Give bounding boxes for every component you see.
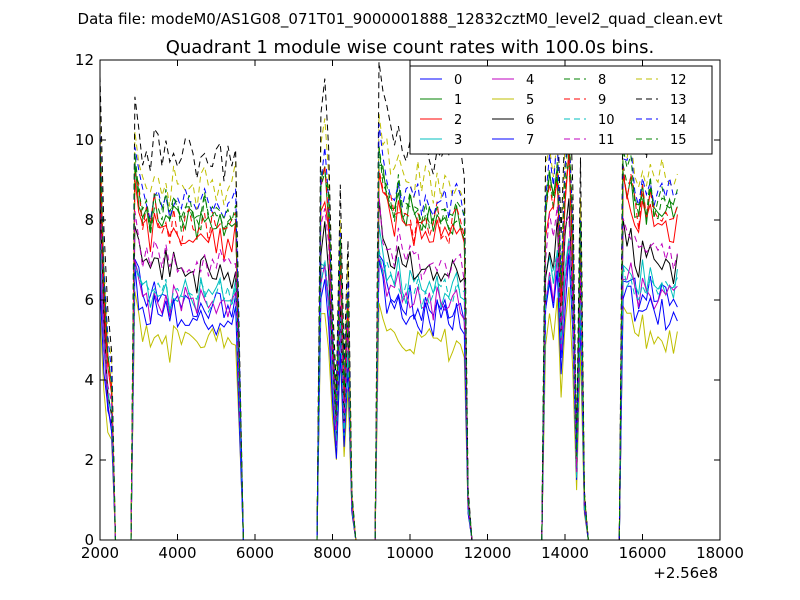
y-tick-label: 10 (75, 131, 94, 149)
legend-label-13: 13 (670, 93, 687, 108)
y-tick-label: 2 (84, 451, 94, 469)
x-tick-label: 18000 (696, 544, 744, 562)
legend-box (409, 65, 713, 155)
series-line-14 (99, 123, 678, 541)
x-tick-label: 12000 (464, 544, 512, 562)
legend-label-12: 12 (670, 73, 687, 88)
y-tick-label: 4 (84, 371, 94, 389)
legend-label-3: 3 (454, 133, 462, 148)
legend-label-2: 2 (454, 113, 462, 128)
legend-label-4: 4 (526, 73, 534, 88)
x-tick-label: 16000 (619, 544, 667, 562)
legend-label-10: 10 (598, 113, 615, 128)
x-tick-label: 2000 (81, 544, 119, 562)
y-tick-label: 6 (84, 291, 94, 309)
legend-label-14: 14 (670, 113, 687, 128)
legend-label-1: 1 (454, 93, 462, 108)
x-offset-label: +2.56e8 (653, 564, 718, 582)
y-tick-label: 12 (75, 51, 94, 69)
legend-label-15: 15 (670, 133, 687, 148)
series-line-15 (99, 131, 678, 541)
x-tick-label: 14000 (541, 544, 589, 562)
series-line-13 (99, 61, 678, 541)
x-tick-label: 6000 (236, 544, 274, 562)
legend-label-6: 6 (526, 113, 534, 128)
legend-label-11: 11 (598, 133, 615, 148)
chart-title: Quadrant 1 module wise count rates with … (166, 37, 655, 58)
legend-label-8: 8 (598, 73, 606, 88)
figure-suptitle: Data file: modeM0/AS1G08_071T01_90000018… (78, 10, 723, 29)
y-tick-label: 8 (84, 211, 94, 229)
x-tick-label: 4000 (158, 544, 196, 562)
x-tick-label: 10000 (386, 544, 434, 562)
x-axis: 2000 4000 6000 8000 10000 12000 14000 16000 1800… (81, 60, 744, 562)
y-tick-label: 0 (84, 531, 94, 549)
x-tick-label: 8000 (313, 544, 351, 562)
legend-label-5: 5 (526, 93, 534, 108)
legend-label-9: 9 (598, 93, 606, 108)
legend-label-7: 7 (526, 133, 534, 148)
legend-label-0: 0 (454, 73, 462, 88)
series-line-9 (99, 140, 678, 541)
